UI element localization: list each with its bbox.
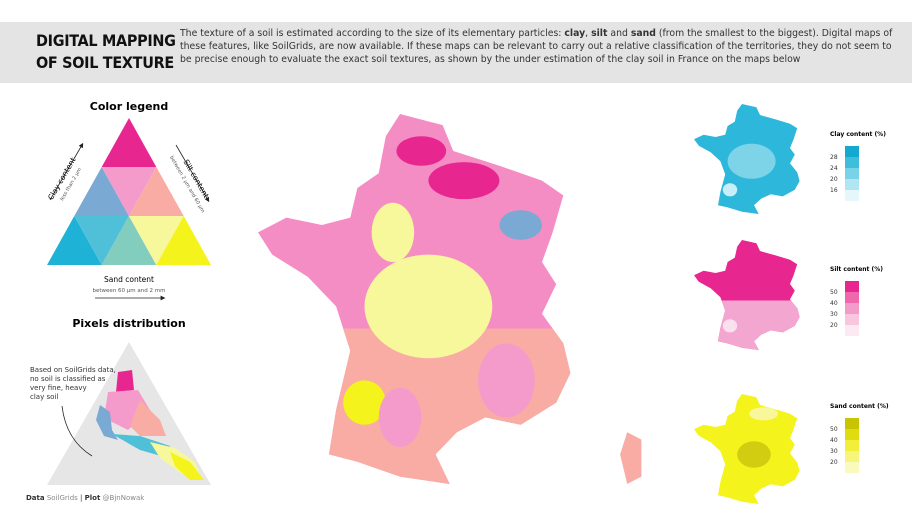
distribution-note: Based on SoilGrids data, no soil is clas… (30, 366, 116, 401)
page-title: DIGITAL MAPPING OF SOIL TEXTURE (36, 30, 176, 74)
note-connector (61, 405, 93, 457)
desc-text: and (607, 28, 631, 39)
header-band (0, 22, 912, 83)
desc-keyword: sand (630, 28, 656, 39)
title-line: OF SOIL TEXTURE (36, 53, 174, 72)
note-line: no soil is classified as (30, 375, 106, 383)
desc-text: The texture of a soil is estimated accor… (180, 28, 565, 39)
legend-swatches (845, 146, 859, 201)
map-legend-title: Silt content (%) (830, 266, 883, 273)
map-legend-tick: 24 (830, 165, 838, 172)
texture-triangle (47, 118, 211, 265)
footer-label: Plot (84, 494, 101, 502)
distribution-title: Pixels distribution (72, 317, 185, 330)
pixel-cloud (96, 370, 204, 480)
clay-arrow (49, 142, 84, 201)
sand-label: Sand content (104, 275, 154, 284)
desc-text: , (585, 28, 592, 39)
map-legend-tick: 20 (830, 176, 838, 183)
footer-author: @BjnNowak (102, 494, 145, 502)
legend-swatches (845, 281, 859, 336)
map-legend-tick: 16 (830, 187, 838, 194)
footer-separator: | (80, 494, 83, 502)
map-legend-tick: 50 (830, 289, 838, 296)
silt-arrow (175, 144, 210, 203)
desc-keyword: clay (564, 28, 586, 39)
map-legend-tick: 50 (830, 426, 838, 433)
map-legends: Clay content (%) Silt content (%) Sand c… (830, 131, 889, 473)
sand-map (694, 394, 800, 504)
desc-keyword: silt (591, 28, 608, 39)
note-line: clay soil (30, 393, 58, 401)
main-map (258, 114, 642, 485)
map-legend-title: Clay content (%) (830, 131, 886, 138)
silt-map (694, 240, 800, 351)
note-line: Based on SoilGrids data, (30, 366, 116, 374)
desc-text: (from the smallest to the biggest). Digi… (180, 28, 893, 65)
title-line: DIGITAL MAPPING (36, 31, 176, 50)
map-legend-tick: 20 (830, 459, 838, 466)
footer-label: Data (26, 494, 45, 502)
legend-title: Color legend (90, 100, 168, 113)
note-line: very fine, heavy (30, 384, 87, 392)
description: The texture of a soil is estimated accor… (180, 27, 900, 66)
sand-detail: between 60 µm and 2 mm (93, 288, 166, 294)
map-legend-tick: 30 (830, 448, 838, 455)
footer: Data SoilGrids | Plot @BjnNowak (26, 494, 144, 502)
map-legend-title: Sand content (%) (830, 403, 889, 410)
footer-source: SoilGrids (46, 494, 78, 502)
legend-swatches (845, 418, 859, 473)
map-legend-tick: 20 (830, 322, 838, 329)
map-legend-tick: 30 (830, 311, 838, 318)
clay-map (694, 104, 800, 214)
map-legend-tick: 40 (830, 300, 838, 307)
map-legend-tick: 40 (830, 437, 838, 444)
map-legend-tick: 28 (830, 154, 838, 161)
